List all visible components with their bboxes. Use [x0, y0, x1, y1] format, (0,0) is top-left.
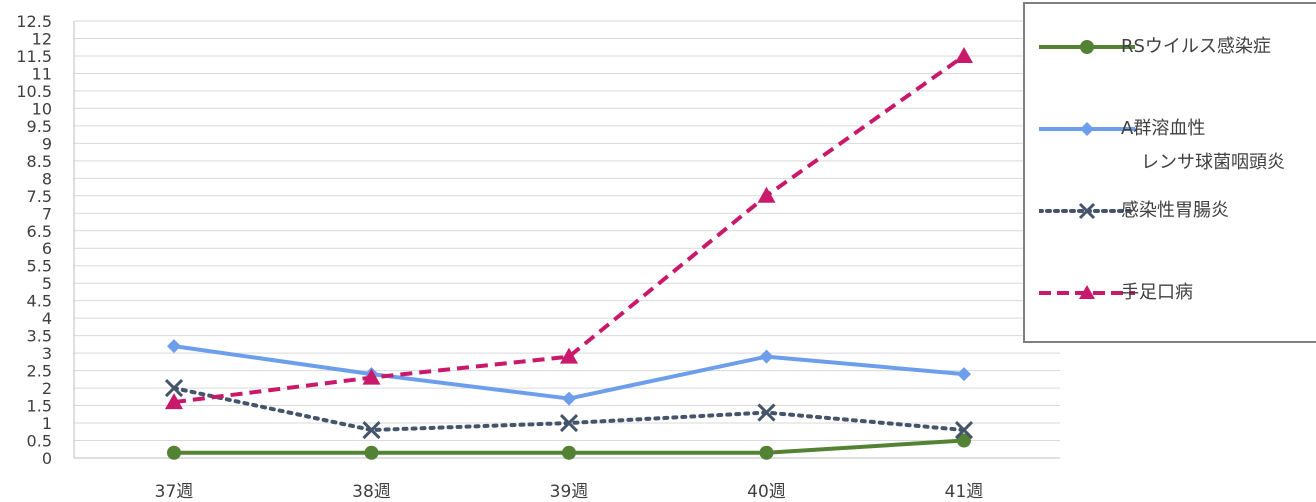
series-2: [164, 379, 974, 440]
legend: RSウイルス感染症 A群溶血性 レンサ球菌咽頭炎 感染性胃腸炎 手足口病: [1023, 2, 1316, 343]
y-tick-label: 5: [42, 274, 52, 293]
y-tick-label: 2.5: [27, 362, 52, 381]
data-point: [562, 391, 576, 406]
legend-key-rs: [1039, 40, 1135, 54]
y-tick-label: 6.5: [27, 222, 52, 241]
legend-key-hfmd: [1039, 285, 1135, 299]
y-tick-label: 2: [42, 379, 52, 398]
series-group: [164, 46, 974, 460]
data-point: [364, 445, 379, 460]
data-point: [957, 433, 971, 448]
series-line: [173, 54, 966, 405]
y-tick-label: 9: [42, 134, 52, 153]
legend-label-gastro: 感染性胃腸炎: [1121, 200, 1229, 221]
gridlines: [73, 20, 1060, 459]
series-3: [165, 46, 973, 410]
data-point: [559, 413, 579, 433]
y-tick-label: 3: [42, 344, 52, 363]
x-tick-label: 40週: [747, 482, 786, 502]
y-tick-label: 0.5: [27, 432, 52, 451]
data-point: [560, 347, 578, 364]
series-0: [167, 433, 971, 460]
data-point: [165, 393, 183, 410]
y-tick-label: 1: [42, 414, 52, 433]
y-tick-label: 8: [42, 169, 52, 188]
data-point: [362, 420, 381, 440]
data-point: [167, 339, 181, 354]
data-point: [954, 420, 974, 440]
legend-label-rs: RSウイルス感染症: [1121, 36, 1271, 57]
y-tick-label: 7: [42, 204, 52, 223]
y-tick-label: 0: [42, 449, 52, 468]
data-point: [562, 445, 576, 460]
y-axis-ticks: 00.511.522.533.544.555.566.577.588.599.5…: [16, 12, 52, 468]
legend-label-strep-line2: レンサ球菌咽頭炎: [1141, 152, 1285, 173]
y-tick-label: 8.5: [27, 152, 52, 171]
legend-label-strep: A群溶血性: [1121, 118, 1206, 139]
y-tick-label: 7.5: [27, 187, 52, 206]
data-point: [955, 46, 973, 63]
y-tick-label: 10.5: [16, 82, 52, 101]
data-point: [757, 403, 776, 422]
y-tick-label: 4: [42, 309, 52, 328]
data-point: [757, 186, 776, 203]
legend-label-hfmd: 手足口病: [1121, 282, 1193, 303]
x-axis-ticks: 37週 38週 39週 40週 41週: [155, 482, 984, 502]
y-tick-label: 11: [32, 64, 52, 83]
y-tick-label: 5.5: [27, 257, 52, 276]
data-point: [957, 367, 971, 382]
y-tick-label: 4.5: [27, 292, 52, 311]
x-tick-label: 41週: [945, 482, 984, 502]
y-tick-label: 3.5: [27, 327, 52, 346]
data-point: [759, 349, 774, 364]
series-1: [167, 339, 971, 406]
x-tick-label: 38週: [352, 482, 391, 502]
legend-key-gastro: [1039, 202, 1135, 220]
legend-key-strep: [1039, 122, 1135, 136]
data-point: [164, 379, 184, 398]
x-tick-label: 39週: [550, 482, 589, 502]
data-point: [362, 368, 381, 385]
y-tick-label: 1.5: [27, 397, 52, 416]
y-tick-label: 9.5: [27, 117, 52, 136]
y-tick-label: 12.5: [16, 12, 52, 31]
data-point: [759, 445, 774, 460]
y-tick-label: 11.5: [16, 47, 52, 66]
x-tick-label: 37週: [155, 482, 194, 502]
y-tick-label: 12: [32, 29, 52, 48]
y-tick-label: 6: [42, 239, 52, 258]
data-point: [167, 445, 181, 460]
y-tick-label: 10: [32, 99, 52, 118]
